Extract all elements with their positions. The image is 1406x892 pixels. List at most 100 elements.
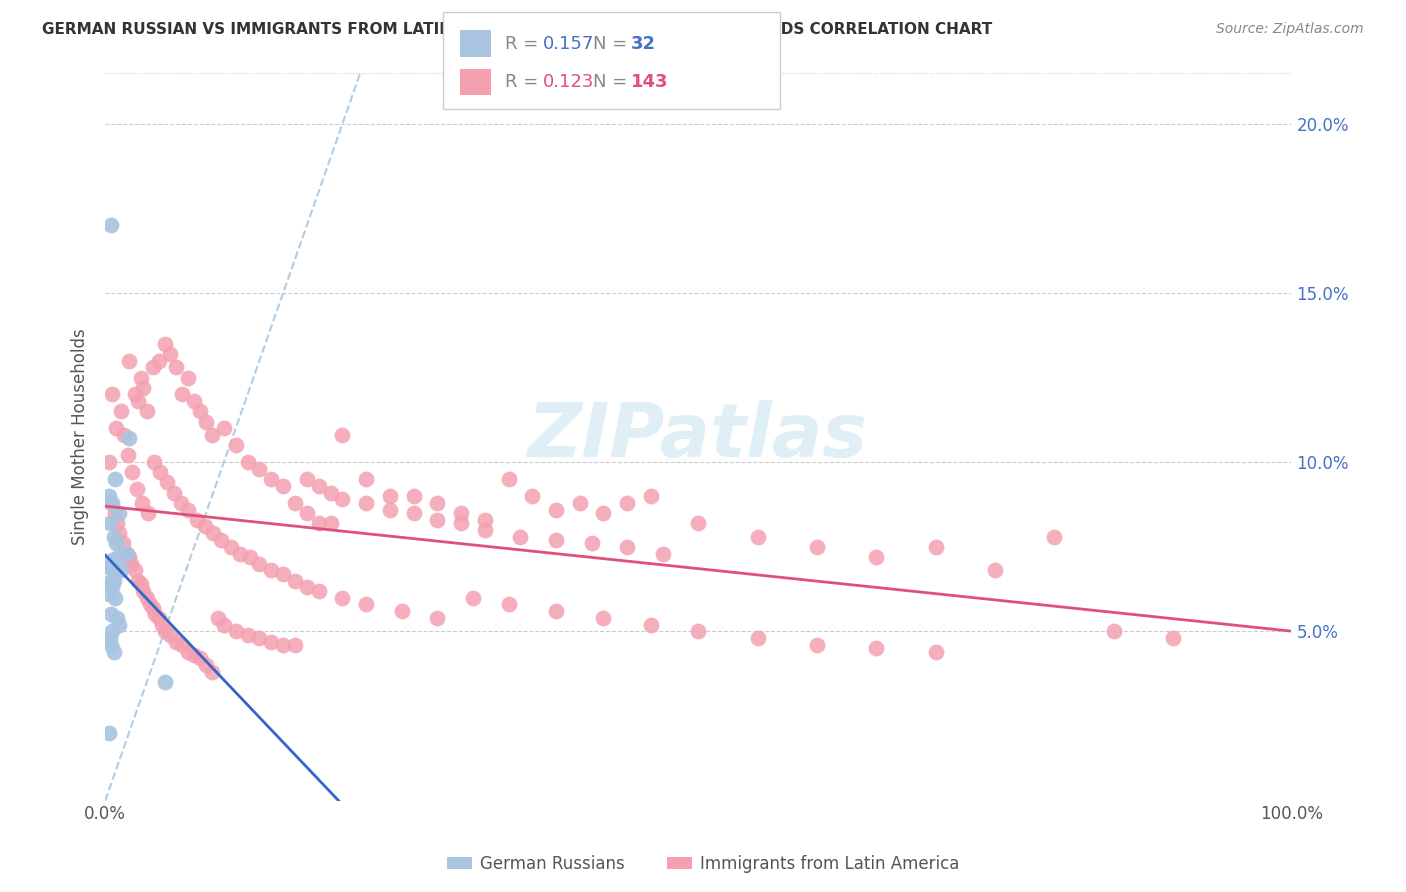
Point — [165, 360, 187, 375]
Point — [640, 489, 662, 503]
Point — [127, 482, 149, 496]
Point — [188, 651, 211, 665]
Point — [747, 631, 769, 645]
Text: 32: 32 — [631, 35, 657, 53]
Point — [378, 502, 401, 516]
Text: N =: N = — [593, 35, 633, 53]
Point — [207, 611, 229, 625]
Point — [474, 523, 496, 537]
Point — [150, 617, 173, 632]
Point — [111, 536, 134, 550]
Text: GERMAN RUSSIAN VS IMMIGRANTS FROM LATIN AMERICA SINGLE MOTHER HOUSEHOLDS CORRELA: GERMAN RUSSIAN VS IMMIGRANTS FROM LATIN … — [42, 22, 993, 37]
Text: R =: R = — [505, 35, 544, 53]
Point — [132, 583, 155, 598]
Point — [651, 547, 673, 561]
Point — [165, 634, 187, 648]
Point — [271, 479, 294, 493]
Text: 0.157: 0.157 — [543, 35, 595, 53]
Point — [188, 404, 211, 418]
Point — [284, 638, 307, 652]
Point — [1161, 631, 1184, 645]
Point — [509, 530, 531, 544]
Point — [135, 404, 157, 418]
Point — [103, 574, 125, 588]
Point — [271, 638, 294, 652]
Point — [127, 574, 149, 588]
Point — [177, 502, 200, 516]
Point — [177, 370, 200, 384]
Point — [105, 611, 128, 625]
Point — [195, 415, 218, 429]
Point — [153, 675, 176, 690]
Text: 143: 143 — [631, 73, 669, 91]
Point — [143, 607, 166, 622]
Point — [924, 645, 946, 659]
Point — [249, 462, 271, 476]
Point — [308, 583, 330, 598]
Point — [148, 353, 170, 368]
Point — [271, 566, 294, 581]
Point — [236, 628, 259, 642]
Point — [156, 475, 179, 490]
Point — [177, 645, 200, 659]
Point — [426, 611, 449, 625]
Point — [201, 428, 224, 442]
Point — [98, 560, 121, 574]
Point — [498, 472, 520, 486]
Point — [104, 564, 127, 578]
Point — [100, 607, 122, 622]
Point — [97, 455, 120, 469]
Point — [149, 466, 172, 480]
Point — [124, 387, 146, 401]
Text: 0.123: 0.123 — [543, 73, 595, 91]
Point — [105, 516, 128, 530]
Point — [332, 492, 354, 507]
Point — [201, 665, 224, 679]
Point — [104, 472, 127, 486]
Point — [118, 353, 141, 368]
Point — [170, 496, 193, 510]
Point — [186, 513, 208, 527]
Point — [97, 489, 120, 503]
Point — [1102, 624, 1125, 639]
Point — [108, 506, 131, 520]
Point — [98, 516, 121, 530]
Point — [308, 516, 330, 530]
Point — [103, 645, 125, 659]
Point — [332, 591, 354, 605]
Point — [544, 533, 567, 547]
Point — [402, 506, 425, 520]
Point — [202, 526, 225, 541]
Point — [212, 617, 235, 632]
Point — [101, 581, 124, 595]
Point — [806, 540, 828, 554]
Point — [229, 547, 252, 561]
Point — [236, 455, 259, 469]
Point — [132, 381, 155, 395]
Point — [450, 516, 472, 530]
Point — [211, 533, 233, 547]
Point — [100, 496, 122, 510]
Point — [378, 489, 401, 503]
Point — [616, 496, 638, 510]
Point — [183, 394, 205, 409]
Point — [354, 472, 377, 486]
Point — [172, 638, 194, 652]
Point — [110, 404, 132, 418]
Point — [806, 638, 828, 652]
Point — [97, 726, 120, 740]
Point — [108, 526, 131, 541]
Point — [98, 577, 121, 591]
Point — [153, 336, 176, 351]
Point — [498, 597, 520, 611]
Point — [474, 513, 496, 527]
Point — [115, 547, 138, 561]
Point — [100, 574, 122, 588]
Point — [108, 617, 131, 632]
Point — [522, 489, 544, 503]
Point — [117, 449, 139, 463]
Point — [212, 421, 235, 435]
Point — [865, 641, 887, 656]
Point — [111, 547, 134, 561]
Point — [183, 648, 205, 662]
